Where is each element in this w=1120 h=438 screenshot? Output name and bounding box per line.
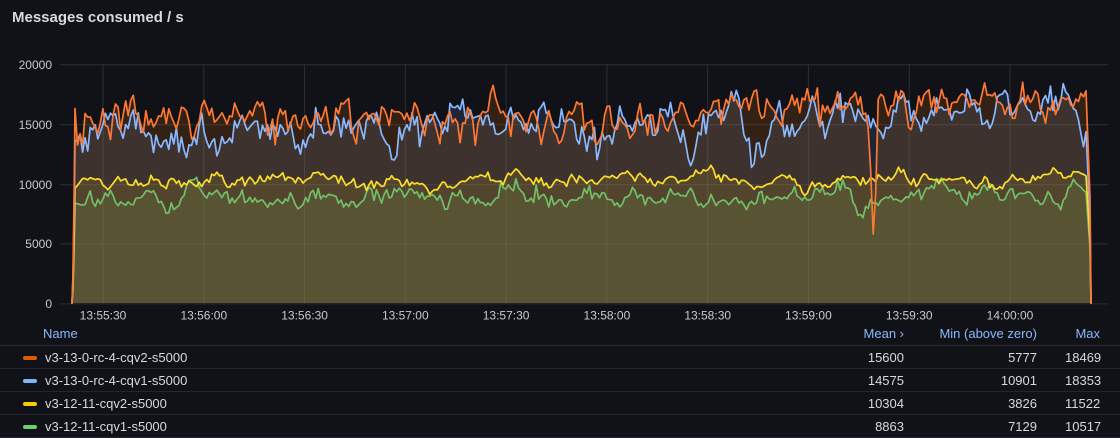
svg-text:0: 0 xyxy=(45,297,52,311)
svg-text:13:57:00: 13:57:00 xyxy=(382,309,429,323)
svg-text:13:56:30: 13:56:30 xyxy=(281,309,328,323)
svg-text:13:56:00: 13:56:00 xyxy=(180,309,227,323)
svg-text:13:57:30: 13:57:30 xyxy=(483,309,530,323)
svg-text:15000: 15000 xyxy=(19,118,53,132)
svg-text:13:59:00: 13:59:00 xyxy=(785,309,832,323)
svg-text:5000: 5000 xyxy=(25,237,52,251)
svg-text:13:58:00: 13:58:00 xyxy=(584,309,631,323)
svg-text:20000: 20000 xyxy=(19,58,53,72)
svg-text:14:00:00: 14:00:00 xyxy=(987,309,1034,323)
svg-text:13:58:30: 13:58:30 xyxy=(684,309,731,323)
svg-text:13:55:30: 13:55:30 xyxy=(80,309,127,323)
svg-text:10000: 10000 xyxy=(19,178,53,192)
svg-text:13:59:30: 13:59:30 xyxy=(886,309,933,323)
